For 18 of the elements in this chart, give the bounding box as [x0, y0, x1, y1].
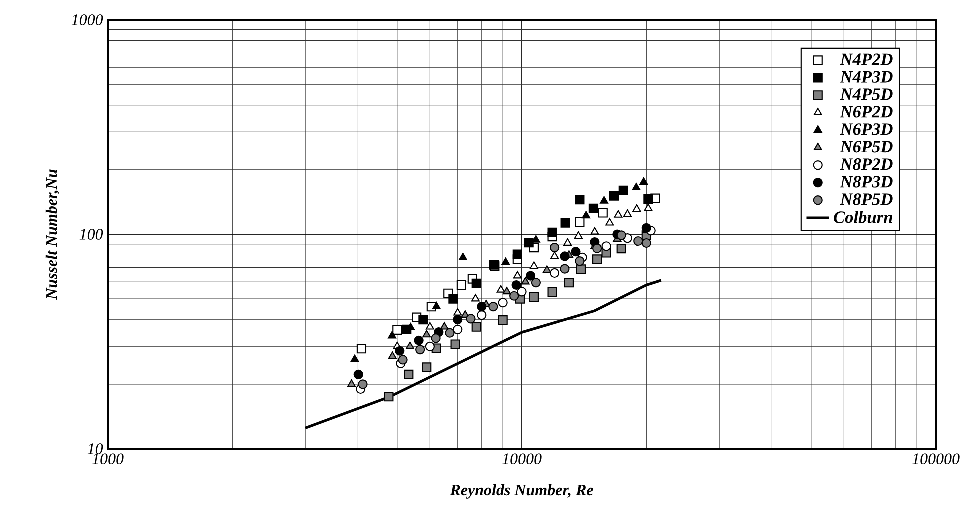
x-tick-label: 1000 — [92, 454, 124, 464]
y-tick-label: 100 — [80, 229, 104, 240]
y-tick-label: 1000 — [72, 14, 104, 26]
legend-label: N4P5D — [840, 88, 893, 100]
legend-label: N8P5D — [840, 194, 893, 206]
legend-label: N8P2D — [840, 158, 893, 170]
x-tick-label: 10000 — [502, 454, 542, 464]
legend-label: N6P5D — [840, 141, 893, 153]
legend-label: N6P2D — [840, 106, 893, 118]
x-tick-label: 100000 — [912, 454, 960, 464]
legend-label: N8P3D — [840, 176, 893, 188]
x-axis-title: Reynolds Number, Re — [450, 484, 594, 499]
legend-label: N4P2D — [840, 54, 893, 66]
legend-label: N4P3D — [840, 71, 893, 83]
y-axis-title: Nusselt Number,Nu — [46, 170, 60, 300]
y-tick-label: 10 — [88, 444, 104, 454]
legend-label: N6P3D — [840, 124, 893, 136]
legend-label: Colburn — [834, 211, 892, 224]
